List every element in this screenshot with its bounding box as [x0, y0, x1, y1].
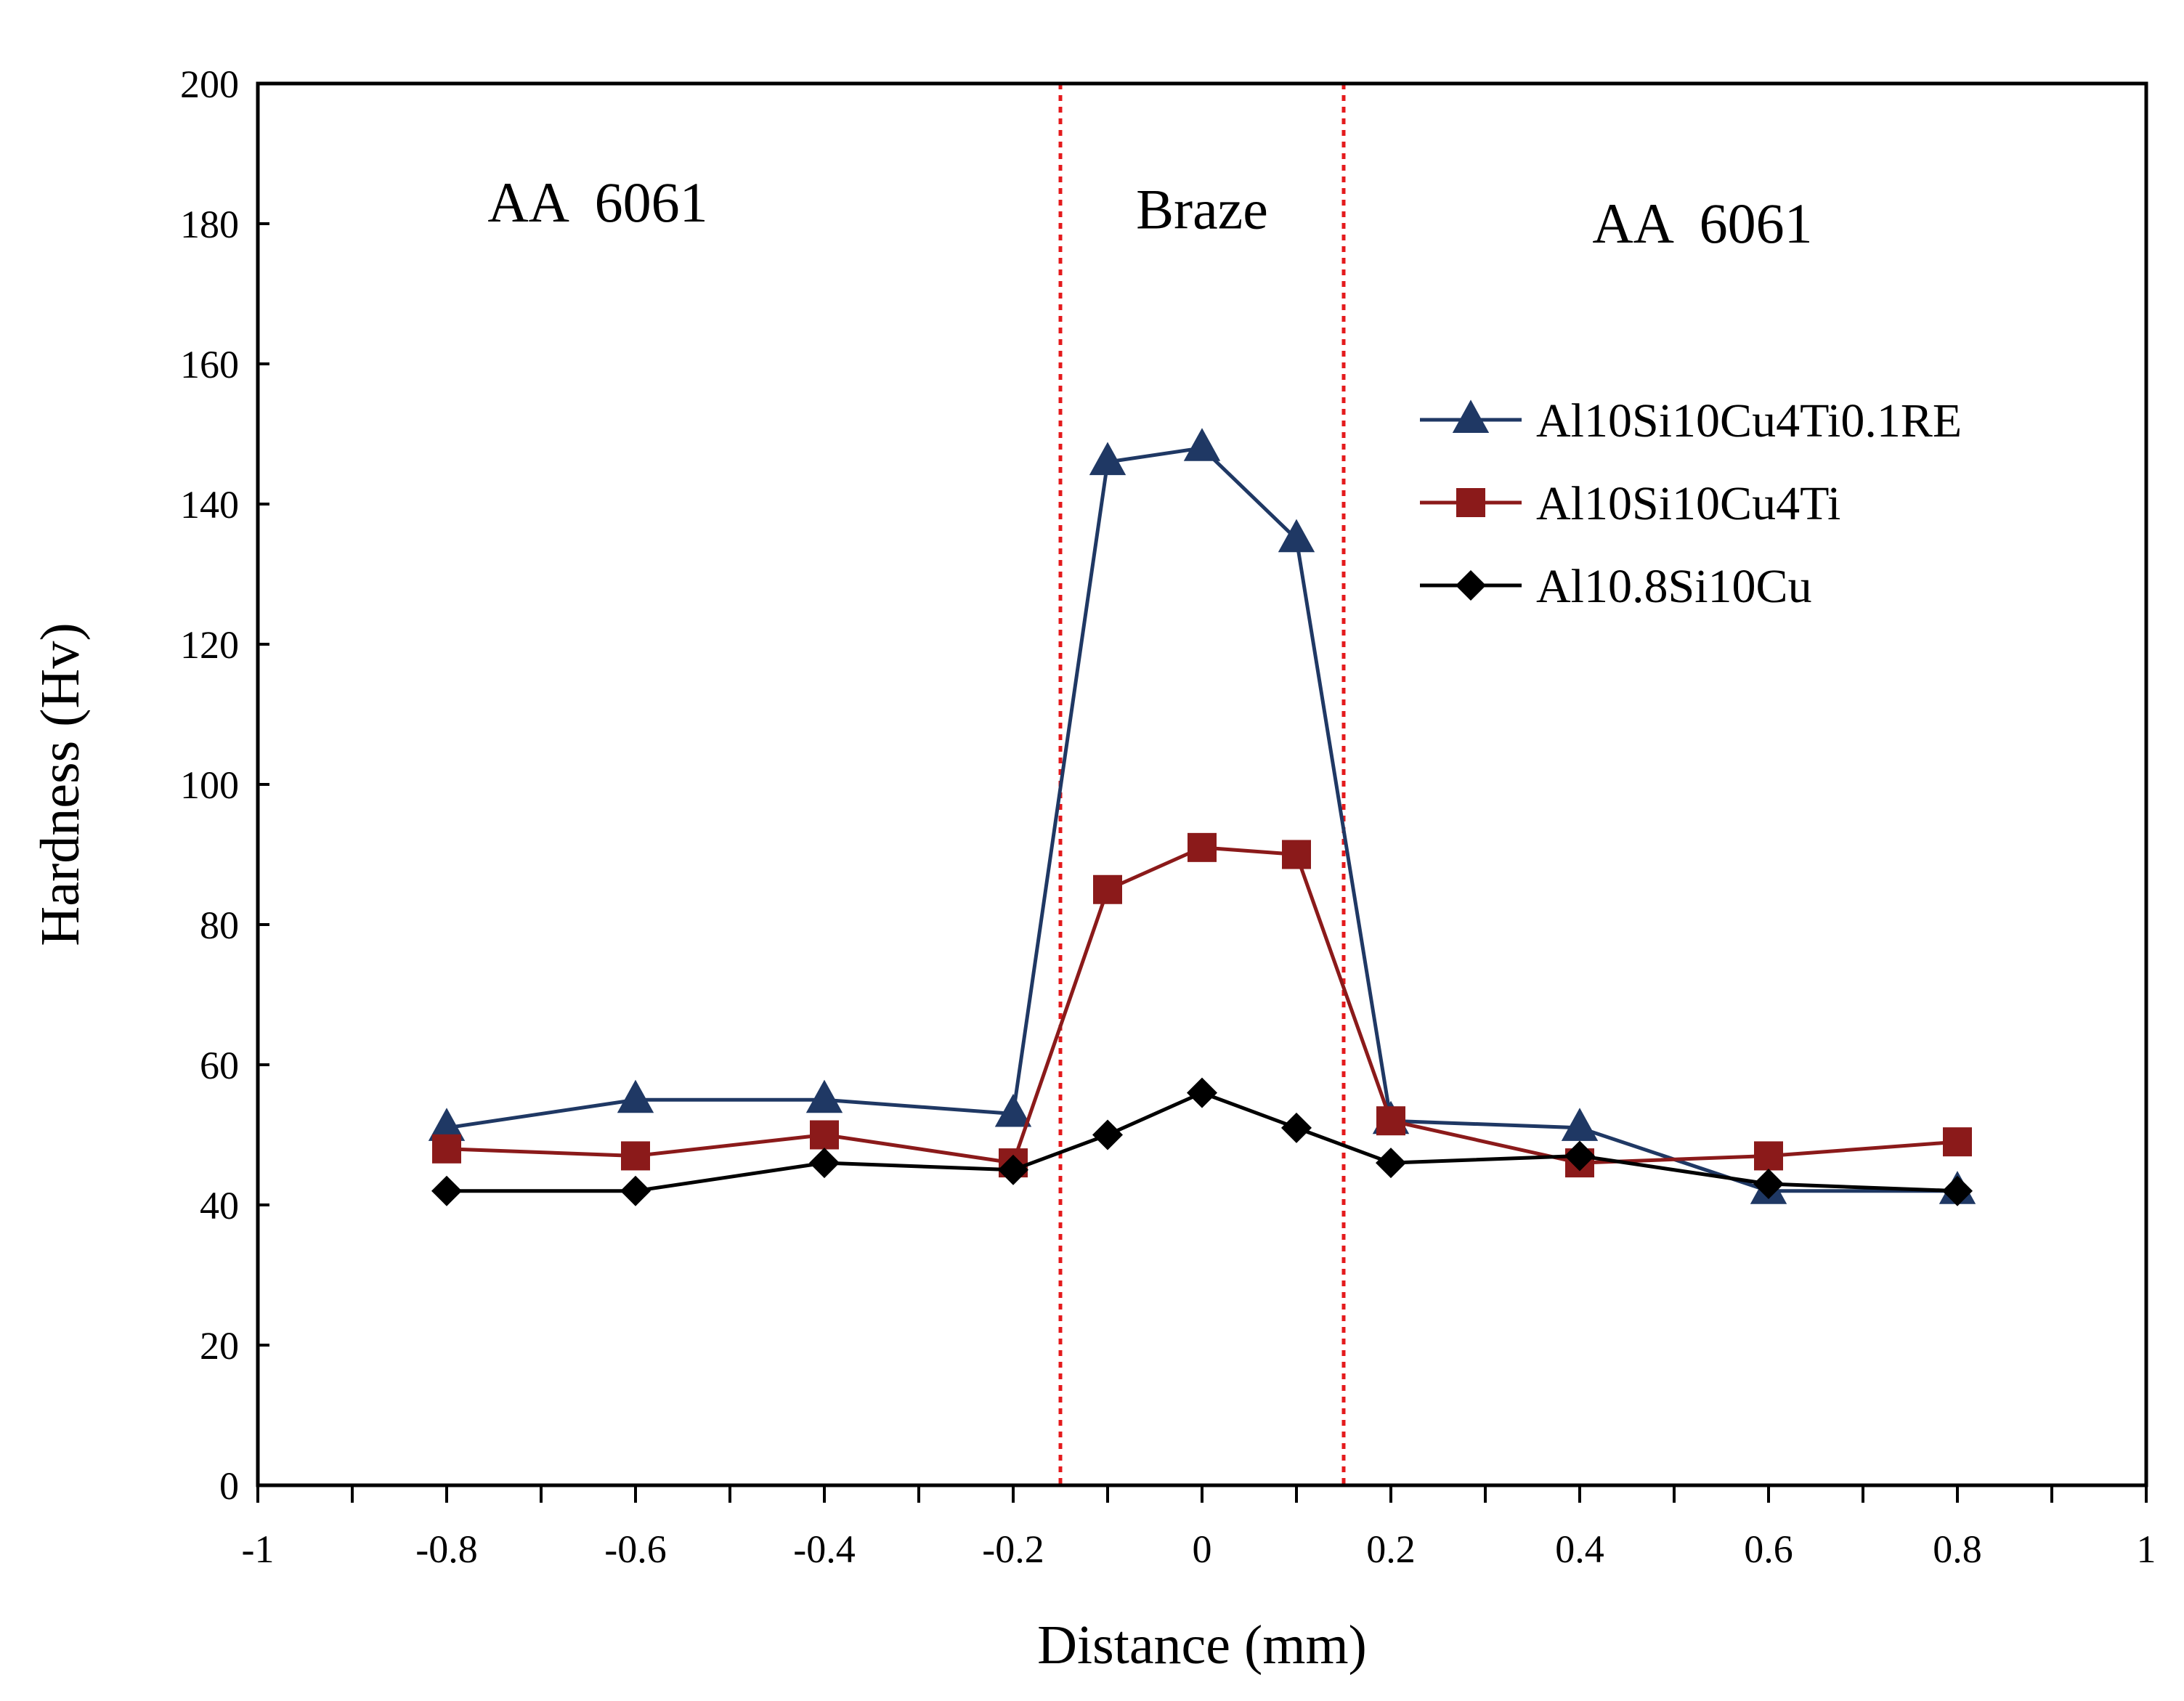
- y-tick-label: 40: [200, 1184, 239, 1227]
- legend: Al10Si10Cu4Ti0.1RE Al10Si10Cu4Ti Al10.8Si1…: [1420, 394, 1962, 613]
- x-axis-ticks: -1 -0.8 -0.6 -0.4 -0.2 0 0.2 0.4 0.6 0.8 1: [242, 1485, 2156, 1571]
- data-point: [1281, 1112, 1312, 1143]
- data-point: [810, 1120, 839, 1150]
- data-point: [1754, 1141, 1783, 1171]
- series-2: [431, 1077, 1973, 1206]
- series-group: [428, 428, 1976, 1206]
- data-point: [1187, 1077, 1217, 1108]
- data-point: [1282, 840, 1311, 869]
- y-tick-label: 80: [200, 904, 239, 947]
- data-point: [805, 1079, 843, 1113]
- data-point: [1943, 1127, 1972, 1157]
- y-tick-label: 20: [200, 1324, 239, 1368]
- data-point: [621, 1141, 650, 1171]
- region-label: Braze: [1136, 178, 1268, 241]
- data-point: [1183, 428, 1221, 461]
- data-point: [1753, 1169, 1784, 1200]
- legend-marker: [1456, 570, 1486, 601]
- data-point: [1376, 1106, 1405, 1136]
- legend-item: Al10.8Si10Cu: [1420, 560, 1812, 613]
- region-annotations: AA 6061 Braze AA 6061: [487, 171, 1812, 255]
- legend-marker: [1456, 488, 1485, 517]
- data-point: [620, 1175, 651, 1206]
- y-tick-label: 120: [180, 623, 239, 667]
- data-point: [998, 1154, 1028, 1185]
- x-tick-label: -1: [242, 1527, 275, 1571]
- x-tick-label: 0.8: [1933, 1527, 1982, 1571]
- series-1: [432, 832, 1972, 1178]
- legend-marker: [1452, 399, 1490, 433]
- y-tick-label: 100: [180, 763, 239, 807]
- y-axis-ticks: 0 20 40 60 80 100 120 140 160 180 200: [180, 62, 269, 1508]
- x-tick-label: -0.4: [793, 1527, 855, 1571]
- data-point: [1089, 442, 1126, 476]
- data-point: [1561, 1108, 1599, 1141]
- x-tick-label: 0.4: [1555, 1527, 1604, 1571]
- y-tick-label: 160: [180, 343, 239, 386]
- data-point: [431, 1175, 462, 1206]
- data-point: [1942, 1175, 1973, 1206]
- data-point: [1092, 1119, 1123, 1150]
- x-tick-label: 1: [2137, 1527, 2156, 1571]
- y-tick-label: 200: [180, 62, 239, 106]
- data-point: [617, 1079, 654, 1113]
- y-tick-label: 0: [219, 1464, 239, 1508]
- x-tick-label: 0.2: [1366, 1527, 1416, 1571]
- data-point: [1093, 874, 1122, 904]
- data-point: [994, 1093, 1032, 1127]
- x-axis-title: Distance (mm): [1037, 1615, 1367, 1676]
- legend-label: Al10Si10Cu4Ti0.1RE: [1536, 394, 1962, 447]
- data-point: [809, 1148, 840, 1179]
- y-tick-label: 60: [200, 1044, 239, 1087]
- x-tick-label: -0.2: [982, 1527, 1044, 1571]
- boundary-lines: [1058, 84, 1346, 1485]
- legend-label: Al10.8Si10Cu: [1536, 560, 1812, 613]
- data-point: [1376, 1148, 1406, 1179]
- region-label: AA 6061: [487, 171, 707, 234]
- series-line: [446, 845, 1958, 1165]
- legend-label: Al10Si10Cu4Ti: [1536, 477, 1840, 530]
- x-tick-label: -0.8: [415, 1527, 477, 1571]
- data-point: [432, 1134, 461, 1164]
- x-tick-label: 0.6: [1744, 1527, 1793, 1571]
- x-tick-label: 0: [1193, 1527, 1212, 1571]
- plot-frame: [256, 81, 2148, 1487]
- legend-item: Al10Si10Cu4Ti: [1420, 477, 1840, 530]
- y-tick-label: 180: [180, 203, 239, 246]
- x-tick-label: -0.6: [604, 1527, 666, 1571]
- y-tick-label: 140: [180, 483, 239, 527]
- data-point: [1564, 1140, 1595, 1172]
- data-point: [1188, 832, 1217, 862]
- region-label: AA 6061: [1592, 192, 1812, 255]
- y-axis-title: Hardness (Hv): [30, 622, 91, 946]
- data-point: [428, 1108, 466, 1141]
- data-point: [1278, 519, 1315, 553]
- legend-item: Al10Si10Cu4Ti0.1RE: [1420, 394, 1962, 447]
